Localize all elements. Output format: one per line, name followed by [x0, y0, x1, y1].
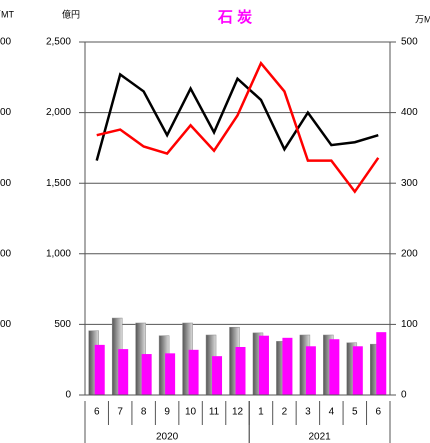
x-tick-label: 2 — [282, 407, 288, 418]
y2-tick-label: 200 — [401, 248, 418, 259]
y-tick-label: 0 — [65, 390, 71, 401]
bar — [188, 349, 199, 395]
x-tick-label: 6 — [375, 407, 381, 418]
chart-title: 石 炭 — [217, 8, 252, 26]
y-tick-label: 2,000 — [46, 107, 71, 118]
x-tick-label: 10 — [185, 407, 197, 418]
bar — [305, 346, 316, 395]
y-tick-label: 1,500 — [46, 178, 71, 189]
x-tick-label: 9 — [164, 407, 170, 418]
bar — [352, 346, 363, 395]
x-group-label: 2021 — [308, 432, 331, 443]
bar — [258, 335, 269, 395]
x-tick-label: 12 — [232, 407, 244, 418]
bar — [212, 356, 223, 395]
bar — [141, 354, 152, 395]
x-tick-label: 7 — [117, 407, 123, 418]
y-tick-label: 1,000 — [46, 248, 71, 259]
y3-tick-label: 00 — [0, 37, 12, 48]
y2-tick-label: 400 — [401, 107, 418, 118]
bar — [329, 339, 340, 395]
bar — [235, 346, 246, 395]
bar — [376, 332, 387, 395]
y2-tick-label: 100 — [401, 319, 418, 330]
y3-axis-label: 万MT — [0, 9, 14, 19]
y2-axis-label: 万M — [415, 14, 430, 24]
line — [96, 60, 380, 194]
bar — [165, 353, 176, 395]
y2-tick-label: 500 — [401, 37, 418, 48]
x-tick-label: 5 — [352, 407, 358, 418]
y3-tick-label: 00 — [0, 178, 12, 189]
y3-tick-label: 00 — [0, 107, 12, 118]
y3-tick-label: 00 — [0, 319, 12, 330]
y-axis-label: 億円 — [62, 8, 80, 19]
x-tick-label: 1 — [258, 407, 264, 418]
line — [95, 72, 379, 161]
x-group-label: 2020 — [156, 432, 179, 443]
y-tick-label: 2,500 — [46, 37, 71, 48]
x-tick-label: 11 — [209, 407, 220, 418]
y3-tick-label: 00 — [0, 248, 12, 259]
y-tick-label: 500 — [54, 319, 71, 330]
x-tick-label: 6 — [94, 407, 100, 418]
bar — [282, 337, 293, 395]
y2-tick-label: 300 — [401, 178, 418, 189]
x-tick-label: 3 — [305, 407, 311, 418]
x-tick-label: 4 — [329, 407, 335, 418]
bar — [118, 349, 129, 395]
y2-tick-label: 0 — [401, 390, 407, 401]
bar — [94, 344, 105, 395]
x-tick-label: 8 — [141, 407, 147, 418]
